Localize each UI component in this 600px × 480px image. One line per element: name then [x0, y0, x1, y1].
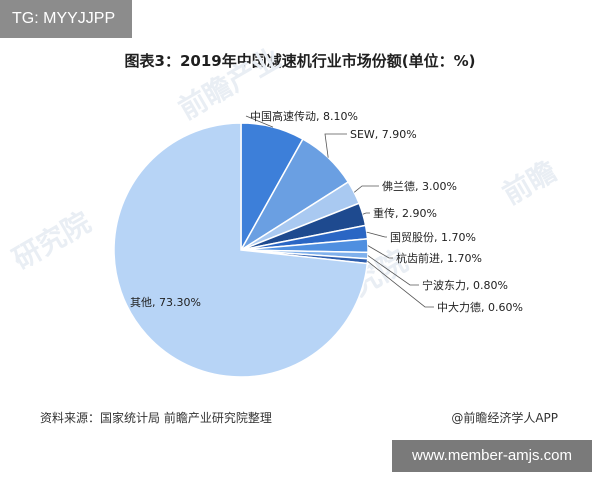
slice-label-4: 重传, 2.90% — [373, 206, 437, 220]
data-source-note: 资料来源：国家统计局 前瞻产业研究院整理 — [40, 411, 272, 425]
svg-text:研究院: 研究院 — [7, 205, 96, 276]
label-leader-lines — [245, 115, 434, 308]
slice-label-8: 中大力德, 0.60% — [437, 300, 523, 314]
leader-line-7 — [367, 255, 419, 286]
slice-label-9: 其他, 73.30% — [130, 296, 201, 309]
leader-line-3 — [353, 185, 379, 193]
pie-chart: 前瞻产业 研究院 前瞻 前瞻产业研究院 中国高速传动, 8.10%SEW, 7.… — [7, 41, 562, 378]
leader-line-1 — [245, 115, 274, 128]
url-watermark: www.member-amjs.com — [392, 440, 592, 472]
slice-label-5: 国贸股份, 1.70% — [390, 231, 476, 244]
leader-line-2 — [324, 133, 347, 158]
slice-label-1: 中国高速传动, 8.10% — [250, 109, 358, 123]
svg-text:前瞻: 前瞻 — [497, 154, 562, 211]
slice-label-3: 佛兰德, 3.00% — [382, 179, 457, 193]
leader-line-8 — [367, 260, 434, 308]
slice-label-2: SEW, 7.90% — [350, 128, 417, 141]
brand-credit: @前瞻经济学人APP — [451, 411, 558, 425]
slice-label-7: 宁波东力, 0.80% — [422, 278, 508, 292]
pie-slice-9 — [113, 122, 369, 378]
leader-line-5 — [366, 231, 387, 238]
chart-title: 图表3：2019年中国减速机行业市场份额(单位：%) — [124, 52, 476, 70]
slice-label-6: 杭齿前进, 1.70% — [396, 251, 482, 265]
leader-line-6 — [367, 245, 393, 259]
leader-line-4 — [362, 212, 370, 215]
source-tag: TG: MYYJJPP — [0, 0, 132, 38]
slice-labels: 中国高速传动, 8.10% SEW, 7.90% 佛兰德, 3.00% 重传, 2.9… — [130, 109, 523, 314]
pie-slices — [113, 122, 369, 378]
